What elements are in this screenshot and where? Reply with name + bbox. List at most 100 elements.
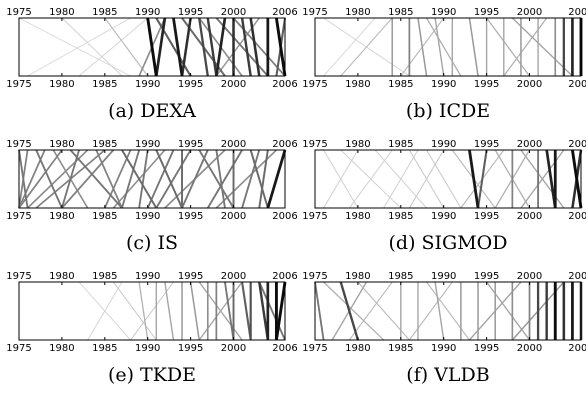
link-line xyxy=(104,17,149,77)
bottom-tick-label: 2006 xyxy=(272,343,297,354)
bottom-tick-label: 2000 xyxy=(221,79,246,90)
chart-vldb: 1975 1975 1980 1980 1985 1985 1990 1990 1995 1995… xyxy=(302,271,586,354)
top-tick-label: 1985 xyxy=(388,271,413,282)
link-line xyxy=(181,149,209,209)
top-tick-label: 2000 xyxy=(517,139,542,150)
bottom-tick-label: 2000 xyxy=(517,79,542,90)
top-tick-label: 1995 xyxy=(178,139,203,150)
top-tick-label: 1985 xyxy=(388,7,413,18)
bottom-tick-label: 1975 xyxy=(6,79,31,90)
top-tick-label: 2000 xyxy=(221,271,246,282)
bottom-tick-label: 1990 xyxy=(431,79,456,90)
top-tick-label: 1990 xyxy=(431,271,456,282)
link-line xyxy=(130,281,174,341)
top-tick-label: 2006 xyxy=(272,7,297,18)
link-line xyxy=(198,149,235,209)
bottom-tick-label: 1995 xyxy=(474,343,499,354)
link-line xyxy=(258,149,269,209)
top-tick-label: 2000 xyxy=(221,139,246,150)
bottom-tick-label: 1995 xyxy=(178,79,203,90)
top-tick-label: 1975 xyxy=(302,7,327,18)
link-line xyxy=(486,281,531,341)
link-line xyxy=(206,17,218,77)
link-line xyxy=(146,149,175,209)
top-tick-label: 1990 xyxy=(135,139,160,150)
top-tick-label: 2006 xyxy=(272,139,297,150)
plot-frame xyxy=(18,149,286,209)
top-tick-label: 2006 xyxy=(272,271,297,282)
bottom-tick-label: 2000 xyxy=(221,343,246,354)
bottom-tick-label: 1980 xyxy=(49,79,74,90)
bottom-tick-label: 1990 xyxy=(431,343,456,354)
top-tick-label: 1980 xyxy=(345,271,370,282)
link-line xyxy=(121,149,158,209)
bottom-tick-label: 2006 xyxy=(568,211,586,222)
bottom-tick-label: 1985 xyxy=(92,211,117,222)
top-tick-label: 1990 xyxy=(431,7,456,18)
link-line xyxy=(348,149,393,209)
bottom-tick-label: 1975 xyxy=(302,79,327,90)
bottom-tick-label: 2006 xyxy=(272,79,297,90)
link-line xyxy=(258,281,270,341)
top-tick-label: 1985 xyxy=(92,271,117,282)
bottom-tick-label: 1995 xyxy=(474,211,499,222)
chart-dexa: 1975 1975 1980 1980 1985 1985 1990 1990 1995 1995… xyxy=(6,7,297,90)
panel-is: 1975 1975 1980 1980 1985 1985 1990 1990 1995 1995… xyxy=(0,136,297,266)
bottom-tick-label: 1990 xyxy=(135,211,160,222)
link-line xyxy=(215,17,227,77)
plot-frame xyxy=(314,149,582,209)
link-line xyxy=(155,149,192,209)
top-tick-label: 2006 xyxy=(568,271,586,282)
link-line xyxy=(27,149,89,209)
link-line xyxy=(189,281,200,341)
link-line xyxy=(61,17,123,77)
link-line xyxy=(511,17,573,77)
bottom-tick-label: 1985 xyxy=(388,343,413,354)
top-tick-label: 1975 xyxy=(302,139,327,150)
link-line xyxy=(266,149,287,209)
link-line xyxy=(87,281,123,341)
bottom-tick-label: 1990 xyxy=(135,79,160,90)
plot-frame xyxy=(314,281,582,341)
link-line xyxy=(249,149,269,209)
link-line xyxy=(112,281,157,341)
link-line xyxy=(434,17,445,77)
link-line xyxy=(198,281,243,341)
link-line xyxy=(426,149,462,209)
bottom-tick-label: 1990 xyxy=(431,211,456,222)
bottom-tick-label: 2006 xyxy=(568,343,586,354)
link-line xyxy=(417,17,428,77)
link-line xyxy=(348,281,393,341)
top-tick-label: 2000 xyxy=(517,7,542,18)
link-line xyxy=(224,281,235,341)
top-tick-label: 1985 xyxy=(92,7,117,18)
link-line xyxy=(154,17,167,77)
top-tick-label: 1975 xyxy=(302,271,327,282)
link-line xyxy=(241,281,252,341)
link-line xyxy=(323,281,385,341)
link-line xyxy=(241,149,261,209)
link-line xyxy=(426,17,462,77)
link-line xyxy=(206,149,243,209)
bottom-tick-label: 1995 xyxy=(474,79,499,90)
top-tick-label: 1975 xyxy=(6,271,31,282)
caption-dexa: (a) DEXA xyxy=(108,100,196,122)
link-line xyxy=(61,149,115,209)
link-line xyxy=(520,149,565,209)
bottom-tick-label: 1985 xyxy=(388,79,413,90)
link-line xyxy=(215,17,269,77)
top-tick-label: 1995 xyxy=(474,7,499,18)
chart-is: 1975 1975 1980 1980 1985 1985 1990 1990 1995 1995… xyxy=(6,139,297,222)
top-tick-label: 1975 xyxy=(6,7,31,18)
top-tick-label: 1980 xyxy=(345,7,370,18)
top-tick-label: 2006 xyxy=(568,7,586,18)
link-line xyxy=(61,149,80,209)
link-line xyxy=(323,17,376,77)
bottom-tick-label: 1985 xyxy=(92,79,117,90)
top-tick-label: 2006 xyxy=(568,139,586,150)
link-line xyxy=(503,17,548,77)
link-line xyxy=(434,281,445,341)
link-line xyxy=(198,17,209,77)
bottom-tick-label: 1980 xyxy=(345,211,370,222)
